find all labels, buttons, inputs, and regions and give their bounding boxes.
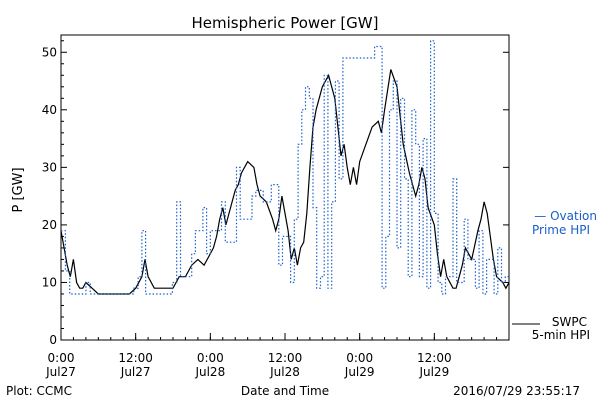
- legend-ovation: — Ovation Prime HPI: [532, 209, 597, 237]
- y-tick-label: 30: [42, 160, 57, 174]
- x-axis-ticks: 0:00Jul2712:00Jul270:00Jul2812:00Jul280:…: [45, 333, 498, 379]
- series-ovation-line: [61, 40, 509, 295]
- y-tick-label: 10: [42, 275, 57, 289]
- y-axis-label: P [GW]: [11, 167, 26, 212]
- plot-timestamp: 2016/07/29 23:55:17: [453, 384, 580, 398]
- y-axis-ticks: 0 10 20 30 40 50: [42, 40, 509, 347]
- x-tick-time: 12:00: [268, 351, 303, 365]
- x-tick-time: 0:00: [197, 351, 224, 365]
- x-tick-date: Jul28: [194, 365, 225, 379]
- legend-swpc: SWPC 5-min HPI: [512, 315, 590, 342]
- x-tick-date: Jul28: [269, 365, 300, 379]
- x-tick-time: 0:00: [346, 351, 373, 365]
- y-tick-label: 50: [42, 45, 57, 59]
- x-tick-date: Jul29: [344, 365, 375, 379]
- x-tick-date: Jul27: [120, 365, 151, 379]
- y-tick-label: 20: [42, 218, 57, 232]
- legend-swpc-line1: SWPC: [552, 315, 587, 329]
- legend-swpc-line2: 5-min HPI: [532, 328, 590, 342]
- plot-credit: Plot: CCMC: [6, 384, 72, 398]
- x-tick-time: 12:00: [417, 351, 452, 365]
- legend-ovation-line1: — Ovation: [534, 209, 597, 223]
- series-layer: [60, 40, 510, 295]
- x-tick-time: 0:00: [48, 351, 75, 365]
- y-tick-label: 40: [42, 103, 57, 117]
- chart-title: Hemispheric Power [GW]: [192, 14, 379, 32]
- y-tick-label: 0: [49, 333, 57, 347]
- x-tick-time: 12:00: [118, 351, 153, 365]
- legend-ovation-line2: Prime HPI: [532, 223, 590, 237]
- x-tick-date: Jul27: [45, 365, 76, 379]
- x-axis-title: Date and Time: [241, 384, 329, 398]
- series-swpc-line: [60, 69, 510, 295]
- x-tick-date: Jul29: [418, 365, 449, 379]
